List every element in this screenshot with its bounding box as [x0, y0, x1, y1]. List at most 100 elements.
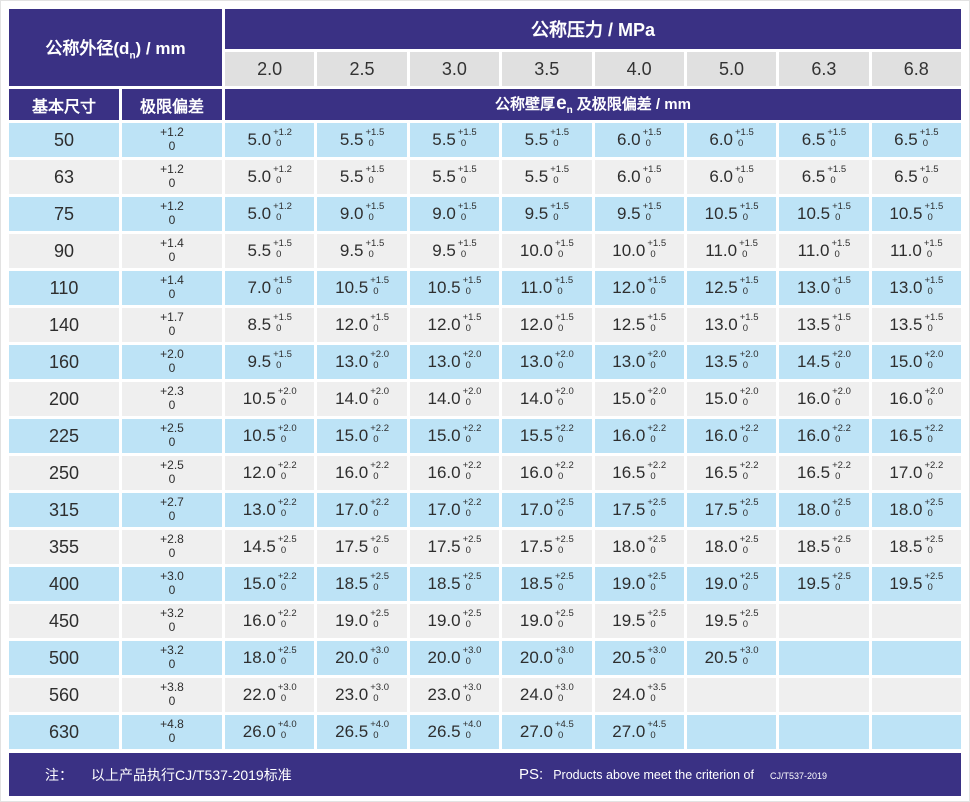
wall-thickness-cell: 5.0 +1.2 0	[225, 197, 315, 231]
wall-thickness-cell: 18.5 +2.5 0	[502, 567, 592, 601]
wall-thickness-cell: 13.5 +1.5 0	[779, 308, 869, 342]
wall-thickness-cell: 19.0 +2.5 0	[317, 604, 407, 638]
wall-thickness-cell: 19.5 +2.5 0	[779, 567, 869, 601]
wall-thickness-cell: 15.0 +2.2 0	[225, 567, 315, 601]
dn-cell: 355	[9, 530, 119, 564]
pressure-col-3.0: 3.0	[409, 52, 500, 86]
pressure-col-6.8: 6.8	[871, 52, 961, 86]
wall-thickness-cell: 10.5 +2.0 0	[225, 382, 315, 416]
wall-thickness-cell: 14.0 +2.0 0	[502, 382, 592, 416]
wall-thickness-cell: 19.0 +2.5 0	[409, 604, 500, 638]
wall-thickness-cell: 14.0 +2.0 0	[317, 382, 407, 416]
wall-thickness-cell: 24.0 +3.0 0	[502, 678, 592, 712]
deviation-cell: +2.7 0	[122, 493, 222, 527]
wall-thickness-cell: 13.0 +1.5 0	[779, 271, 869, 305]
dn-cell: 50	[9, 123, 119, 157]
deviation-cell: +2.8 0	[122, 530, 222, 564]
wall-thickness-cell: 23.0 +3.0 0	[409, 678, 500, 712]
wall-thickness-cell: 5.5 +1.5 0	[225, 234, 315, 268]
wall-thickness-cell: 27.0 +4.5 0	[594, 715, 684, 749]
ps-standard: CJ/T537-2019	[770, 771, 828, 781]
wall-thickness-cell: 17.0 +2.2 0	[317, 493, 407, 527]
wall-thickness-cell: 19.0 +2.5 0	[594, 567, 684, 601]
wall-thickness-cell: 10.5 +1.5 0	[317, 271, 407, 305]
dn-cell: 500	[9, 641, 119, 675]
deviation-header: 极限偏差	[122, 89, 222, 120]
deviation-cell: +2.5 0	[122, 456, 222, 490]
wall-thickness-cell: 6.5 +1.5 0	[779, 123, 869, 157]
wall-thickness-cell: 15.0 +2.0 0	[871, 345, 961, 379]
pressure-col-5.0: 5.0	[686, 52, 777, 86]
empty-cell	[779, 604, 869, 638]
deviation-cell: +2.0 0	[122, 345, 222, 379]
wall-thickness-cell: 16.0 +2.2 0	[779, 419, 869, 453]
wall-thickness-cell: 5.5 +1.5 0	[409, 160, 500, 194]
wall-thickness-cell: 5.0 +1.2 0	[225, 123, 315, 157]
dn-cell: 560	[9, 678, 119, 712]
diameter-header: 公称外径(dn) / mm	[9, 9, 222, 86]
footer-bar: 注： 以上产品执行CJ/T537-2019标准 PS: Products abo…	[9, 753, 961, 796]
note-text: 以上产品执行CJ/T537-2019标准	[91, 766, 292, 783]
dn-cell: 140	[9, 308, 119, 342]
dn-cell: 90	[9, 234, 119, 268]
empty-cell	[871, 604, 961, 638]
wall-thickness-cell: 15.5 +2.2 0	[502, 419, 592, 453]
wall-thickness-cell: 10.5 +2.0 0	[225, 419, 315, 453]
wall-thickness-cell: 22.0 +3.0 0	[225, 678, 315, 712]
wall-thickness-cell: 20.0 +3.0 0	[409, 641, 500, 675]
wall-thickness-cell: 5.5 +1.5 0	[502, 123, 592, 157]
deviation-cell: +3.2 0	[122, 604, 222, 638]
wall-thickness-cell: 11.0 +1.5 0	[502, 271, 592, 305]
wall-thickness-cell: 10.0 +1.5 0	[594, 234, 684, 268]
deviation-cell: +1.2 0	[122, 123, 222, 157]
deviation-cell: +3.8 0	[122, 678, 222, 712]
wall-thickness-cell: 11.0 +1.5 0	[686, 234, 777, 268]
wall-thickness-cell: 26.5 +4.0 0	[409, 715, 500, 749]
wall-thickness-cell: 9.0 +1.5 0	[409, 197, 500, 231]
wall-thickness-cell: 13.0 +1.5 0	[871, 271, 961, 305]
pipe-spec-table: 公称外径(dn) / mm 公称压力 / MPa 2.0 2.5 3.0 3.5…	[9, 9, 961, 749]
wall-thickness-cell: 15.0 +2.0 0	[686, 382, 777, 416]
wall-thickness-cell: 12.0 +1.5 0	[594, 271, 684, 305]
wall-thickness-cell: 9.0 +1.5 0	[317, 197, 407, 231]
wall-thickness-cell: 11.0 +1.5 0	[779, 234, 869, 268]
wall-thickness-cell: 19.0 +2.5 0	[686, 567, 777, 601]
wall-thickness-cell: 13.5 +1.5 0	[871, 308, 961, 342]
empty-cell	[871, 641, 961, 675]
wall-thickness-cell: 5.0 +1.2 0	[225, 160, 315, 194]
wall-thickness-cell: 6.5 +1.5 0	[779, 160, 869, 194]
deviation-cell: +1.4 0	[122, 234, 222, 268]
wall-thickness-cell: 6.0 +1.5 0	[594, 160, 684, 194]
wall-thickness-cell: 6.5 +1.5 0	[871, 160, 961, 194]
dn-cell: 315	[9, 493, 119, 527]
wall-thickness-cell: 17.5 +2.5 0	[409, 530, 500, 564]
empty-cell	[779, 715, 869, 749]
wall-thickness-cell: 15.0 +2.2 0	[409, 419, 500, 453]
wall-thickness-cell: 12.5 +1.5 0	[686, 271, 777, 305]
dn-cell: 225	[9, 419, 119, 453]
note-label: 注：	[45, 766, 73, 783]
ps-label: PS:	[519, 766, 544, 783]
wall-thickness-cell: 26.5 +4.0 0	[317, 715, 407, 749]
wall-thickness-cell: 16.0 +2.0 0	[871, 382, 961, 416]
wall-thickness-cell: 17.0 +2.5 0	[502, 493, 592, 527]
wall-thickness-cell: 18.5 +2.5 0	[779, 530, 869, 564]
wall-thickness-cell: 18.0 +2.5 0	[594, 530, 684, 564]
wall-thickness-header-label: 公称壁厚en 及极限偏差 / mm	[495, 93, 691, 116]
wall-thickness-cell: 17.5 +2.5 0	[317, 530, 407, 564]
wall-thickness-cell: 19.5 +2.5 0	[686, 604, 777, 638]
wall-thickness-cell: 12.0 +1.5 0	[502, 308, 592, 342]
wall-thickness-cell: 10.0 +1.5 0	[502, 234, 592, 268]
wall-thickness-cell: 12.0 +1.5 0	[317, 308, 407, 342]
wall-thickness-cell: 16.0 +2.0 0	[779, 382, 869, 416]
pressure-header: 公称压力 / MPa	[225, 9, 961, 49]
wall-thickness-cell: 6.0 +1.5 0	[686, 160, 777, 194]
wall-thickness-cell: 6.0 +1.5 0	[594, 123, 684, 157]
empty-cell	[686, 715, 777, 749]
deviation-cell: +2.3 0	[122, 382, 222, 416]
wall-thickness-cell: 13.0 +2.0 0	[594, 345, 684, 379]
dn-cell: 75	[9, 197, 119, 231]
wall-thickness-cell: 16.0 +2.2 0	[594, 419, 684, 453]
wall-thickness-cell: 5.5 +1.5 0	[317, 123, 407, 157]
wall-thickness-cell: 9.5 +1.5 0	[225, 345, 315, 379]
